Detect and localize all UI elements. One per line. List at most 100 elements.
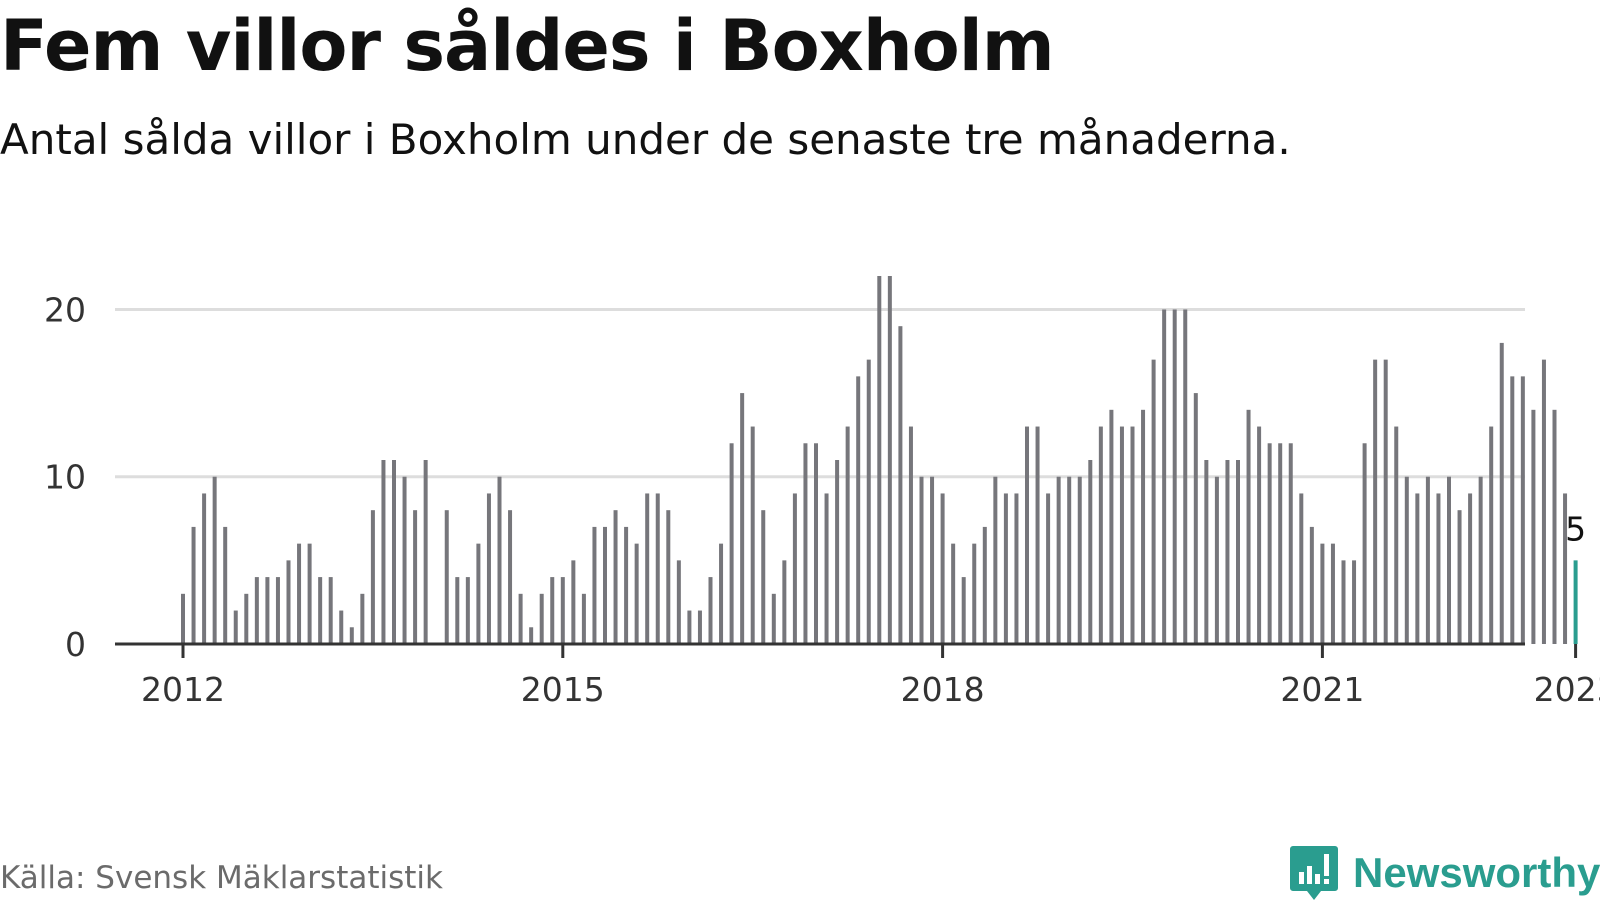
bar: [1478, 476, 1483, 644]
brand-name: Newsworthy: [1353, 849, 1600, 896]
bar: [518, 593, 523, 644]
bar: [191, 526, 196, 644]
bar: [392, 460, 396, 644]
bar: [328, 577, 333, 644]
bar: [1014, 493, 1019, 644]
bar: [307, 543, 312, 644]
y-tick-label: 20: [44, 290, 86, 329]
x-tick-label: 2018: [901, 670, 985, 709]
labels: 0 10 20 2012 2015 2018 2021 2023 5: [44, 290, 1600, 709]
bar: [508, 510, 513, 644]
bar: [824, 493, 829, 644]
bar: [1067, 476, 1072, 644]
bar: [592, 526, 597, 644]
bar: [729, 443, 734, 644]
bar: [1299, 493, 1304, 644]
bar: [856, 376, 861, 644]
bar: [708, 577, 713, 644]
bar: [413, 510, 418, 644]
bar: [1172, 309, 1177, 644]
bar: [202, 493, 207, 644]
bar: [465, 577, 470, 644]
bar: [529, 627, 534, 644]
bar: [972, 543, 977, 644]
bar: [666, 510, 671, 644]
bar: [455, 577, 460, 644]
bar: [740, 393, 745, 644]
bar: [835, 460, 840, 644]
bar: [223, 526, 228, 644]
bar: [719, 543, 724, 644]
bar: [687, 610, 692, 644]
bar: [1531, 409, 1536, 644]
bar: [1330, 543, 1335, 644]
bar: [339, 610, 344, 644]
bar: [1267, 443, 1272, 644]
bar: [550, 577, 555, 644]
bar: [1288, 443, 1293, 644]
bar: [265, 577, 270, 644]
bar: [1394, 426, 1399, 644]
bar: [571, 560, 576, 644]
bar: [877, 276, 882, 644]
bar-latest: [1573, 560, 1578, 644]
bar: [1520, 376, 1525, 644]
bar: [1541, 359, 1546, 644]
bar: [1489, 426, 1494, 644]
bar: [845, 426, 850, 644]
bar: [318, 577, 323, 644]
bar: [1119, 426, 1124, 644]
bar: [898, 326, 903, 644]
bar: [476, 543, 481, 644]
bar: [233, 610, 238, 644]
x-tick-label: 2021: [1280, 670, 1364, 709]
bar: [603, 526, 607, 644]
bar: [782, 560, 787, 644]
bar: [497, 476, 502, 644]
bar: [1320, 543, 1325, 644]
bar: [1204, 460, 1209, 644]
bar: [771, 593, 776, 644]
x-tick-label: 2012: [141, 670, 225, 709]
bar: [486, 493, 491, 644]
bar: [381, 460, 386, 644]
bar: [1151, 359, 1156, 644]
bar: [951, 543, 956, 644]
bar: [1468, 493, 1473, 644]
bar: [908, 426, 913, 644]
bar-chart: 0 10 20 2012 2015 2018 2021 2023 5: [44, 276, 1600, 709]
bar: [444, 510, 449, 644]
bar: [1362, 443, 1367, 644]
bar: [1246, 409, 1251, 644]
newsworthy-logo-icon: [1290, 846, 1338, 900]
bar: [423, 460, 428, 644]
chart-title: Fem villor såldes i Boxholm: [0, 5, 1055, 87]
bar: [930, 476, 935, 644]
bar: [286, 560, 291, 644]
bar: [1183, 309, 1188, 644]
bar: [1457, 510, 1462, 644]
y-tick-label: 0: [65, 625, 86, 664]
bar: [624, 526, 629, 644]
y-tick-label: 10: [44, 458, 86, 497]
bar: [761, 510, 766, 644]
bar: [803, 443, 808, 644]
bar: [961, 577, 966, 644]
bar: [919, 476, 924, 644]
bar: [1162, 309, 1167, 644]
bar: [940, 493, 945, 644]
bar: [1436, 493, 1441, 644]
bar: [887, 276, 892, 644]
bar: [1257, 426, 1262, 644]
bar: [1236, 460, 1240, 644]
bar: [244, 593, 249, 644]
bar: [1278, 443, 1283, 644]
brand-logo: Newsworthy: [1289, 842, 1600, 904]
bar: [1098, 426, 1103, 644]
bar: [254, 577, 259, 644]
bar: [1563, 493, 1568, 644]
bar: [792, 493, 797, 644]
bar: [1510, 376, 1515, 644]
bar: [655, 493, 660, 644]
bar: [1552, 409, 1557, 644]
